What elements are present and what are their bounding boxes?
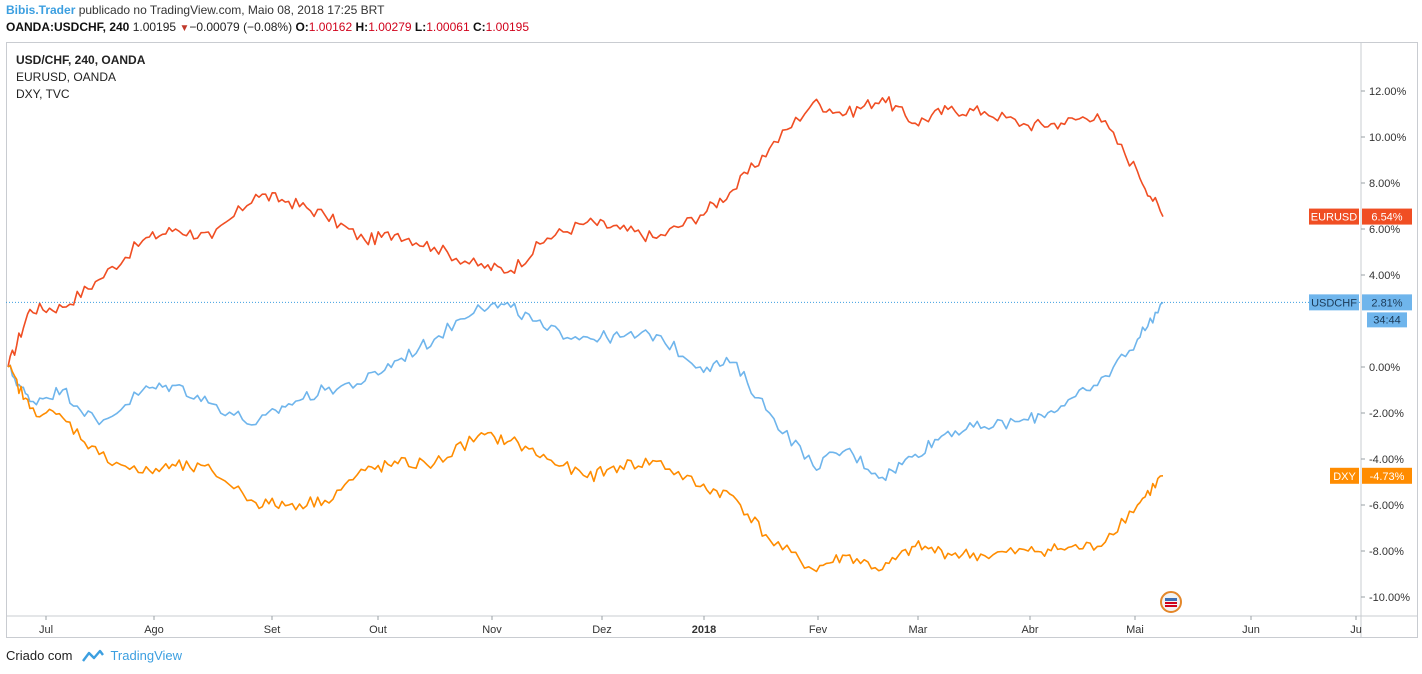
- series-name-tag-bg: [1330, 467, 1359, 484]
- series-name-tag: USDCHF: [1311, 297, 1357, 309]
- y-tick-label: 6.00%: [1369, 224, 1400, 236]
- flag-stripe-icon: [1165, 598, 1177, 601]
- x-tick-label: Nov: [482, 624, 502, 636]
- low-label: L:: [414, 20, 427, 34]
- open-label: O:: [295, 20, 309, 34]
- publication-header: Bibis.Trader publicado no TradingView.co…: [6, 2, 384, 19]
- created-with-label: Criado com: [6, 648, 73, 663]
- x-tick-label: Jul: [39, 624, 53, 636]
- series-name-tag-bg: [1309, 294, 1359, 311]
- high-label: H:: [355, 20, 369, 34]
- legend-item-eurusd[interactable]: EURUSD, OANDA: [16, 70, 117, 84]
- series-legend: USD/CHF, 240, OANDA EURUSD, OANDA DXY, T…: [16, 52, 145, 103]
- x-tick-label: 2018: [692, 624, 716, 636]
- y-tick-label: 4.00%: [1369, 270, 1400, 282]
- y-tick-label: 8.00%: [1369, 178, 1400, 190]
- x-tick-label: Fev: [809, 624, 828, 636]
- y-tick-label: 10.00%: [1369, 132, 1407, 144]
- x-tick-label: Out: [369, 624, 387, 636]
- y-tick-label: 0.00%: [1369, 362, 1400, 374]
- x-tick-label: Ago: [144, 624, 164, 636]
- price-tag-usdchf: USDCHF 2.81% 34:44: [1309, 294, 1412, 328]
- series-value-tag: 6.54%: [1371, 212, 1402, 224]
- legend-item-usdchf[interactable]: USD/CHF, 240, OANDA: [16, 53, 146, 67]
- tradingview-logo-icon: [82, 649, 105, 662]
- y-tick-label: 12.00%: [1369, 86, 1407, 98]
- flag-stripe-icon: [1165, 605, 1177, 607]
- price-change: −0.00079 (−0.08%): [189, 20, 293, 34]
- series-value-tag-bg: [1362, 208, 1412, 225]
- x-tick-label: Abr: [1021, 624, 1038, 636]
- close-label: C:: [472, 20, 486, 34]
- series-value-tag: -4.73%: [1370, 471, 1405, 483]
- y-tick-label: -10.00%: [1369, 592, 1410, 604]
- ohlc-bar: OANDA:USDCHF, 240 1.00195 ▼−0.00079 (−0.…: [6, 19, 529, 37]
- series-name-tag-bg: [1309, 208, 1359, 225]
- price-tag-eurusd: EURUSD 6.54%: [1309, 208, 1412, 225]
- series-name-tag: EURUSD: [1311, 212, 1358, 224]
- countdown-timer: 34:44: [1373, 314, 1401, 326]
- last-price: 1.00195: [132, 20, 177, 34]
- author-link[interactable]: Bibis.Trader: [6, 3, 76, 17]
- series-name-tag: DXY: [1333, 471, 1356, 483]
- x-tick-label: Ju: [1350, 624, 1362, 636]
- symbol-label: OANDA:USDCHF, 240: [6, 20, 130, 34]
- countdown-tag-bg: [1367, 312, 1407, 328]
- publication-info: publicado no TradingView.com, Maio 08, 2…: [75, 3, 385, 17]
- down-arrow-icon: ▼: [179, 23, 190, 34]
- y-tick-label: -4.00%: [1369, 454, 1404, 466]
- high-value: 1.00279: [368, 20, 412, 34]
- x-tick-label: Mar: [909, 624, 928, 636]
- comparison-chart[interactable]: 12.00% 10.00% 8.00% 6.00% 4.00% 0.00% -2.00% -4…: [6, 42, 1418, 638]
- x-tick-label: Set: [264, 624, 281, 636]
- flag-stripe-icon: [1165, 602, 1177, 604]
- series-line-usdchf[interactable]: [7, 301, 1164, 482]
- price-tag-dxy: DXY -4.73%: [1330, 467, 1412, 484]
- series-value-tag-bg: [1362, 294, 1412, 311]
- series-line-eurusd[interactable]: [7, 96, 1164, 368]
- series-line-dxy[interactable]: [7, 364, 1164, 573]
- series-value-tag: 2.81%: [1371, 297, 1402, 309]
- y-tick-label: -6.00%: [1369, 500, 1404, 512]
- legend-item-dxy[interactable]: DXY, TVC: [16, 87, 70, 101]
- series-value-tag-bg: [1362, 467, 1412, 484]
- open-value: 1.00162: [308, 20, 353, 34]
- x-tick-label: Jun: [1242, 624, 1260, 636]
- low-value: 1.00061: [426, 20, 470, 34]
- y-tick-label: -8.00%: [1369, 546, 1404, 558]
- footer: Criado com TradingView: [6, 648, 182, 663]
- y-tick-label: -2.00%: [1369, 408, 1404, 420]
- chart-frame: [6, 42, 1418, 638]
- close-value: 1.00195: [485, 20, 530, 34]
- x-tick-label: Mai: [1126, 624, 1144, 636]
- x-tick-label: Dez: [592, 624, 612, 636]
- tradingview-link[interactable]: TradingView: [110, 648, 183, 663]
